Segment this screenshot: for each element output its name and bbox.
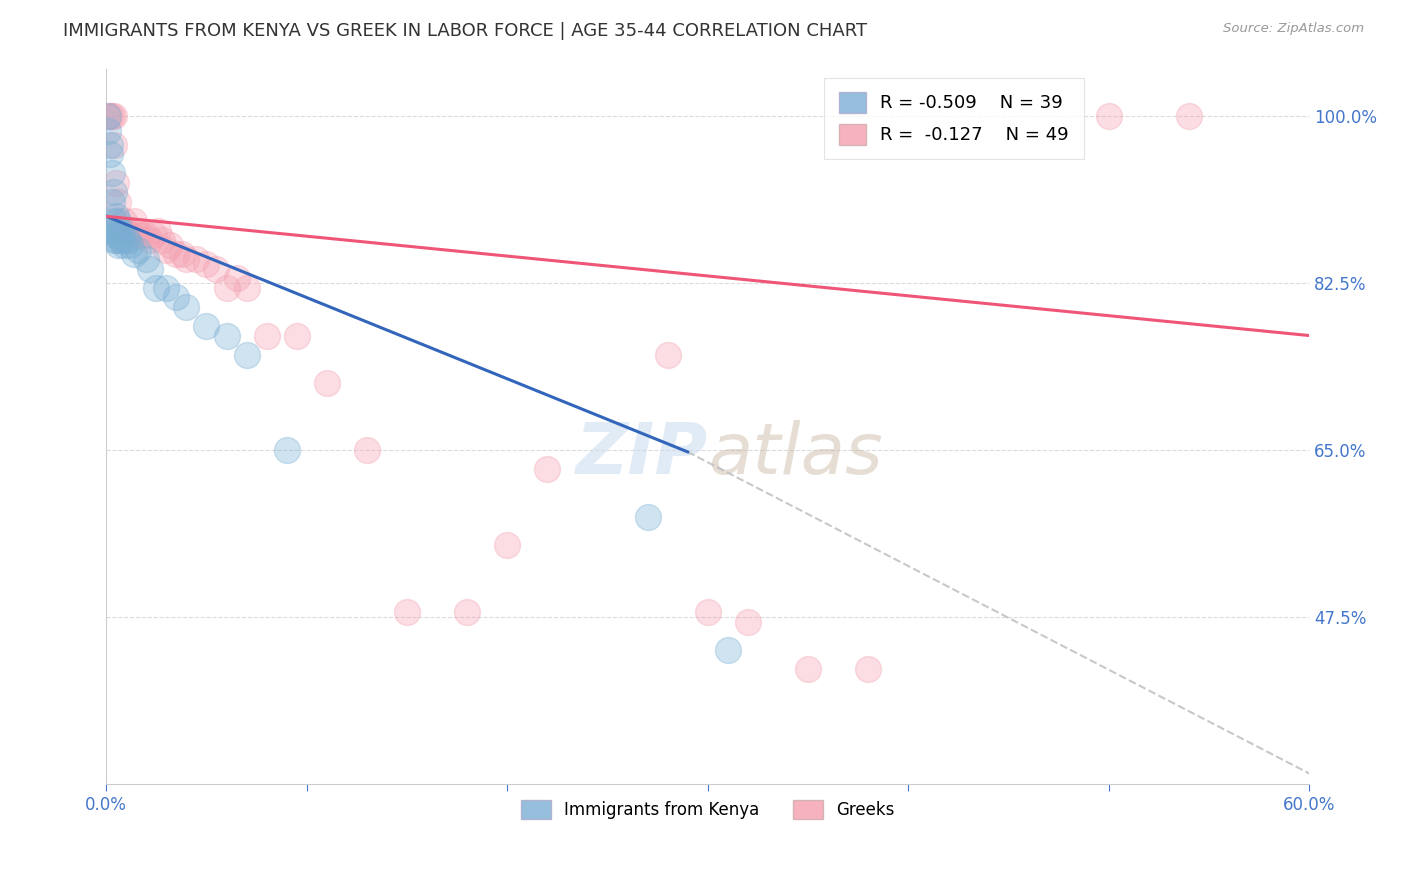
Point: [536, 462, 558, 476]
Point: [696, 605, 718, 619]
Point: [165, 247, 187, 261]
Point: [97, 109, 120, 123]
Point: [176, 300, 198, 314]
Point: [101, 224, 124, 238]
Point: [98, 137, 121, 152]
Point: [107, 238, 129, 252]
Legend: Immigrants from Kenya, Greeks: Immigrants from Kenya, Greeks: [515, 793, 901, 825]
Point: [856, 662, 879, 676]
Point: [205, 261, 228, 276]
Point: [98, 147, 121, 161]
Point: [145, 281, 167, 295]
Point: [110, 224, 132, 238]
Point: [172, 247, 194, 261]
Point: [105, 210, 128, 224]
Point: [139, 233, 162, 247]
Point: [143, 228, 166, 243]
Point: [215, 281, 238, 295]
Point: [235, 348, 257, 362]
Text: ZIP: ZIP: [575, 420, 707, 489]
Point: [105, 176, 128, 190]
Point: [215, 328, 238, 343]
Point: [125, 224, 148, 238]
Point: [356, 442, 378, 457]
Point: [110, 219, 132, 233]
Point: [186, 252, 208, 267]
Point: [135, 228, 157, 243]
Point: [155, 243, 177, 257]
Point: [124, 247, 146, 261]
Point: [150, 233, 173, 247]
Point: [117, 233, 139, 247]
Point: [195, 318, 218, 333]
Point: [110, 233, 132, 247]
Point: [135, 252, 157, 267]
Point: [124, 214, 146, 228]
Point: [103, 233, 125, 247]
Point: [111, 224, 134, 238]
Point: [121, 228, 143, 243]
Point: [737, 615, 759, 629]
Point: [107, 214, 129, 228]
Point: [107, 194, 129, 209]
Point: [176, 252, 198, 267]
Point: [1097, 109, 1119, 123]
Point: [112, 238, 135, 252]
Point: [127, 228, 149, 243]
Point: [285, 328, 308, 343]
Point: [98, 109, 121, 123]
Point: [103, 186, 125, 200]
Point: [315, 376, 337, 391]
Point: [717, 643, 740, 657]
Point: [496, 538, 519, 552]
Point: [103, 214, 125, 228]
Text: IMMIGRANTS FROM KENYA VS GREEK IN LABOR FORCE | AGE 35-44 CORRELATION CHART: IMMIGRANTS FROM KENYA VS GREEK IN LABOR …: [63, 22, 868, 40]
Point: [276, 442, 298, 457]
Point: [105, 233, 128, 247]
Point: [256, 328, 278, 343]
Point: [456, 605, 478, 619]
Point: [103, 109, 125, 123]
Point: [637, 509, 659, 524]
Point: [105, 224, 128, 238]
Point: [235, 281, 257, 295]
Text: Source: ZipAtlas.com: Source: ZipAtlas.com: [1223, 22, 1364, 36]
Point: [111, 228, 134, 243]
Point: [797, 662, 820, 676]
Point: [148, 224, 170, 238]
Point: [395, 605, 418, 619]
Point: [101, 166, 124, 180]
Point: [105, 228, 128, 243]
Point: [97, 109, 120, 123]
Point: [127, 243, 149, 257]
Text: atlas: atlas: [707, 420, 883, 489]
Point: [107, 228, 129, 243]
Point: [1178, 109, 1201, 123]
Point: [657, 348, 679, 362]
Point: [165, 290, 187, 304]
Point: [117, 228, 139, 243]
Point: [131, 228, 153, 243]
Point: [101, 194, 124, 209]
Point: [139, 261, 162, 276]
Point: [111, 233, 134, 247]
Point: [120, 238, 142, 252]
Point: [115, 224, 138, 238]
Point: [112, 214, 135, 228]
Point: [115, 233, 138, 247]
Point: [103, 137, 125, 152]
Point: [107, 224, 129, 238]
Point: [97, 123, 120, 137]
Point: [155, 281, 177, 295]
Point: [225, 271, 247, 285]
Point: [159, 238, 181, 252]
Point: [195, 257, 218, 271]
Point: [101, 109, 124, 123]
